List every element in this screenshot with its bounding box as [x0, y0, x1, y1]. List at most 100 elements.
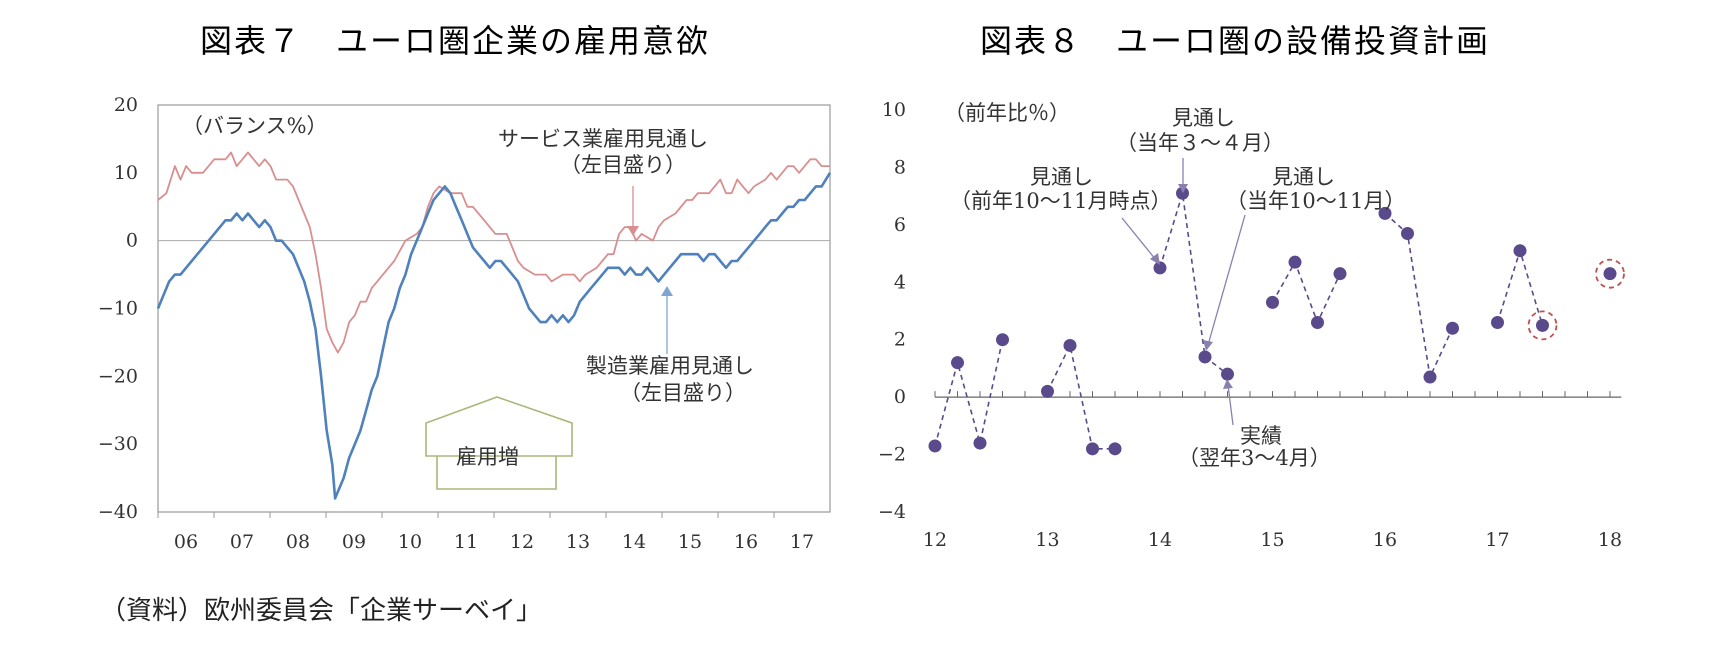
chart2-data-point	[1401, 226, 1414, 240]
chart2-y-tick-label: 6	[894, 214, 906, 236]
chart2-data-point	[1333, 267, 1347, 281]
chart2-x-tick-label: 18	[1598, 529, 1622, 551]
chart2-data-point	[1446, 321, 1459, 335]
chart2-highlights	[1527, 258, 1625, 341]
annotation-forecast-prior-arrowhead	[1150, 253, 1160, 265]
chart2-y-tick-label: 4	[894, 271, 906, 293]
chart2-x-tick-label: 15	[1260, 529, 1284, 551]
chart2-x-tick-label: 14	[1148, 529, 1172, 551]
hiring-increase-label: 雇用増	[456, 445, 519, 469]
chart1-x-tick-label: 11	[454, 531, 478, 553]
services-series-label: サービス業雇用見通し	[498, 127, 708, 151]
chart2-data-point	[1536, 318, 1549, 332]
chart2-data-point	[1378, 206, 1392, 220]
services-series-line	[157, 151, 830, 354]
source-note: （資料）欧州委員会「企業サーベイ」	[100, 596, 543, 626]
chart1-x-tick-label: 13	[566, 531, 590, 553]
chart1-title: 図表７ ユーロ圏企業の雇用意欲	[200, 22, 710, 60]
chart2-data-point	[1063, 338, 1077, 352]
chart1-x-tick-label: 16	[734, 531, 758, 553]
services-label-arrowhead	[627, 226, 639, 236]
annotation-actual-arrowhead	[1223, 379, 1233, 389]
annotation-forecast-autumn-title: 見通し	[1272, 165, 1335, 189]
manufacturing-label-arrowhead	[661, 286, 673, 296]
chart1-y-tick-label: −20	[98, 365, 138, 387]
chart1-series-group	[156, 151, 832, 500]
chart2-group-line	[1046, 343, 1115, 450]
chart1-y-tick-label: −10	[98, 298, 138, 320]
annotation-forecast-spring-arrowhead	[1178, 184, 1188, 193]
chart2-group-line	[1384, 212, 1454, 380]
chart1-x-tick-label: 17	[790, 531, 814, 553]
annotation-forecast-prior-detail: （前年10～11月時点）	[950, 189, 1171, 213]
annotation-actual-detail: （翌年3～4月）	[1178, 446, 1331, 470]
manufacturing-series-label: 製造業雇用見通し	[586, 354, 754, 378]
chart1-y-tick-label: −40	[98, 501, 138, 523]
chart2-title: 図表８ ユーロ圏の設備投資計画	[980, 22, 1490, 60]
chart1-y-tick-label: −30	[98, 433, 138, 455]
manufacturing-series-sublabel: （左目盛り）	[620, 381, 746, 405]
chart2-data-point	[1311, 315, 1324, 329]
chart1-y-axis: 20 10 0 −10 −20 −30 −40	[98, 94, 138, 523]
chart2-data-point	[1176, 186, 1189, 200]
chart2-group-line	[1496, 247, 1544, 326]
chart2-y-tick-label: 2	[894, 329, 906, 351]
chart1-x-axis: 06 07 08 09 10 11 12 13 14 15 16 17	[157, 512, 814, 553]
chart2-y-tick-label: −2	[878, 444, 906, 466]
annotation-forecast-autumn-detail: （当年10～11月）	[1226, 189, 1405, 213]
chart2-group-line	[1159, 193, 1228, 375]
chart2-data-point	[1086, 442, 1099, 456]
chart2-data-point	[1041, 384, 1054, 398]
chart2-x-axis: 12 13 14 15 16 17 18	[923, 529, 1622, 551]
chart2-data-point	[1288, 255, 1302, 269]
chart2-data-point	[1221, 367, 1234, 381]
chart2-highlight-ring	[1527, 310, 1558, 341]
hiring-increase-arrow-body	[436, 456, 557, 490]
chart2-y-axis: 10 8 6 4 2 0 −2 −4	[878, 99, 906, 523]
chart2-data-point	[1266, 295, 1279, 309]
chart2-x-tick-label: 16	[1373, 529, 1397, 551]
annotation-forecast-autumn-pointer	[1207, 214, 1246, 346]
chart2-data-point	[1603, 267, 1617, 281]
annotation-forecast-prior-title: 見通し	[1030, 165, 1093, 189]
annotation-actual-title: 実績	[1240, 424, 1282, 448]
chart2-highlight-ring	[1595, 258, 1625, 289]
chart2-data-point	[1513, 244, 1527, 258]
chart2-data-point	[1198, 350, 1212, 364]
chart2-data-point	[1153, 261, 1167, 275]
chart2-y-tick-label: 0	[894, 386, 906, 408]
chart2-minor-ticks	[934, 391, 1611, 398]
chart1-y-tick-label: 10	[114, 162, 138, 184]
chart2-dashed-lines	[934, 193, 1544, 450]
chart2-data-point	[1491, 315, 1504, 329]
chart2-data-point	[973, 436, 987, 450]
annotation-actual-pointer	[1227, 384, 1234, 426]
chart2-x-tick-label: 13	[1035, 529, 1059, 551]
chart1-x-tick-label: 09	[342, 531, 366, 553]
chart1-plot: 20 10 0 −10 −20 −30 −40 06 07 08 09 10 11 12 13 14 15 16…	[98, 94, 832, 553]
chart1-x-tick-label: 06	[174, 531, 198, 553]
annotation-forecast-prior-pointer	[1121, 217, 1157, 261]
chart2-y-tick-label: 10	[882, 99, 906, 121]
chart2-x-tick-label: 17	[1485, 529, 1509, 551]
chart2-group-line	[934, 339, 1004, 447]
chart2-data-point	[996, 333, 1009, 347]
chart1-y-tick-label: 0	[126, 230, 138, 252]
services-series-sublabel: （左目盛り）	[560, 153, 686, 177]
chart2-unit-label: （前年比％）	[944, 101, 1070, 125]
annotation-forecast-autumn-arrowhead	[1203, 340, 1213, 351]
chart2-x-tick-label: 12	[923, 529, 947, 551]
chart2-y-tick-label: −4	[878, 501, 906, 523]
chart1-x-tick-label: 07	[230, 531, 254, 553]
manufacturing-series-line	[156, 172, 832, 500]
chart2-y-tick-label: 8	[894, 156, 906, 178]
chart1-x-tick-label: 14	[622, 531, 646, 553]
chart1-unit-label: （バランス%）	[182, 114, 328, 138]
annotation-forecast-spring-title: 見通し	[1172, 106, 1235, 130]
chart1-x-tick-label: 15	[678, 531, 702, 553]
chart2-group-line	[1271, 260, 1341, 325]
chart1-x-tick-label: 12	[510, 531, 534, 553]
chart1-x-tick-label: 10	[398, 531, 422, 553]
chart2-points	[928, 186, 1617, 456]
